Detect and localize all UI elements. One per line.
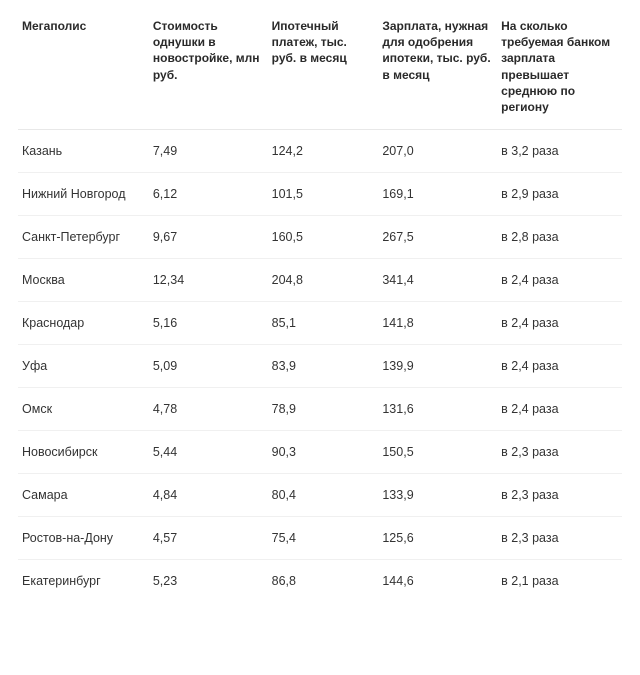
table-row: Екатеринбург5,2386,8144,6в 2,1 раза [18, 560, 622, 603]
cell-cost: 9,67 [149, 216, 268, 259]
table-row: Ростов-на-Дону4,5775,4125,6в 2,3 раза [18, 517, 622, 560]
table-row: Санкт-Петербург9,67160,5267,5в 2,8 раза [18, 216, 622, 259]
cell-ratio: в 2,9 раза [497, 173, 622, 216]
cell-salary: 341,4 [378, 259, 497, 302]
cell-salary: 150,5 [378, 431, 497, 474]
col-header-cost: Стоимость однушки в новостройке, млн руб… [149, 14, 268, 130]
cell-cost: 4,78 [149, 388, 268, 431]
cell-city: Новосибирск [18, 431, 149, 474]
cell-salary: 125,6 [378, 517, 497, 560]
table-body: Казань7,49124,2207,0в 3,2 разаНижний Нов… [18, 130, 622, 603]
table-row: Новосибирск5,4490,3150,5в 2,3 раза [18, 431, 622, 474]
cell-city: Омск [18, 388, 149, 431]
col-header-ratio: На сколько требуемая банком зарплата пре… [497, 14, 622, 130]
cell-mortgage: 90,3 [268, 431, 379, 474]
cell-city: Уфа [18, 345, 149, 388]
cell-mortgage: 86,8 [268, 560, 379, 603]
table-container: Мегаполис Стоимость однушки в новостройк… [0, 0, 640, 620]
cell-mortgage: 78,9 [268, 388, 379, 431]
cell-cost: 5,16 [149, 302, 268, 345]
cell-city: Москва [18, 259, 149, 302]
cell-ratio: в 2,1 раза [497, 560, 622, 603]
col-header-mortgage: Ипотечный платеж, тыс. руб. в месяц [268, 14, 379, 130]
table-row: Москва12,34204,8341,4в 2,4 раза [18, 259, 622, 302]
cell-mortgage: 80,4 [268, 474, 379, 517]
cell-cost: 4,84 [149, 474, 268, 517]
col-header-salary: Зарплата, нужная для одобрения ипотеки, … [378, 14, 497, 130]
table-row: Нижний Новгород6,12101,5169,1в 2,9 раза [18, 173, 622, 216]
cell-cost: 4,57 [149, 517, 268, 560]
cell-city: Казань [18, 130, 149, 173]
cell-city: Краснодар [18, 302, 149, 345]
cell-salary: 131,6 [378, 388, 497, 431]
cell-ratio: в 2,8 раза [497, 216, 622, 259]
cell-city: Самара [18, 474, 149, 517]
cell-ratio: в 2,4 раза [497, 302, 622, 345]
cell-cost: 6,12 [149, 173, 268, 216]
cell-salary: 267,5 [378, 216, 497, 259]
cell-salary: 144,6 [378, 560, 497, 603]
cell-ratio: в 3,2 раза [497, 130, 622, 173]
cell-ratio: в 2,3 раза [497, 431, 622, 474]
data-table: Мегаполис Стоимость однушки в новостройк… [18, 14, 622, 602]
cell-mortgage: 160,5 [268, 216, 379, 259]
cell-ratio: в 2,4 раза [497, 345, 622, 388]
table-header-row: Мегаполис Стоимость однушки в новостройк… [18, 14, 622, 130]
cell-mortgage: 204,8 [268, 259, 379, 302]
cell-salary: 133,9 [378, 474, 497, 517]
cell-salary: 169,1 [378, 173, 497, 216]
cell-city: Санкт-Петербург [18, 216, 149, 259]
cell-cost: 5,44 [149, 431, 268, 474]
cell-mortgage: 124,2 [268, 130, 379, 173]
cell-cost: 7,49 [149, 130, 268, 173]
cell-salary: 141,8 [378, 302, 497, 345]
cell-mortgage: 85,1 [268, 302, 379, 345]
table-row: Казань7,49124,2207,0в 3,2 раза [18, 130, 622, 173]
cell-cost: 12,34 [149, 259, 268, 302]
cell-cost: 5,09 [149, 345, 268, 388]
table-row: Краснодар5,1685,1141,8в 2,4 раза [18, 302, 622, 345]
cell-mortgage: 101,5 [268, 173, 379, 216]
cell-ratio: в 2,4 раза [497, 259, 622, 302]
cell-city: Нижний Новгород [18, 173, 149, 216]
col-header-city: Мегаполис [18, 14, 149, 130]
cell-ratio: в 2,3 раза [497, 474, 622, 517]
cell-ratio: в 2,4 раза [497, 388, 622, 431]
cell-mortgage: 83,9 [268, 345, 379, 388]
cell-mortgage: 75,4 [268, 517, 379, 560]
table-header: Мегаполис Стоимость однушки в новостройк… [18, 14, 622, 130]
cell-city: Екатеринбург [18, 560, 149, 603]
cell-cost: 5,23 [149, 560, 268, 603]
cell-salary: 139,9 [378, 345, 497, 388]
table-row: Омск4,7878,9131,6в 2,4 раза [18, 388, 622, 431]
table-row: Уфа5,0983,9139,9в 2,4 раза [18, 345, 622, 388]
cell-city: Ростов-на-Дону [18, 517, 149, 560]
cell-salary: 207,0 [378, 130, 497, 173]
table-row: Самара4,8480,4133,9в 2,3 раза [18, 474, 622, 517]
cell-ratio: в 2,3 раза [497, 517, 622, 560]
